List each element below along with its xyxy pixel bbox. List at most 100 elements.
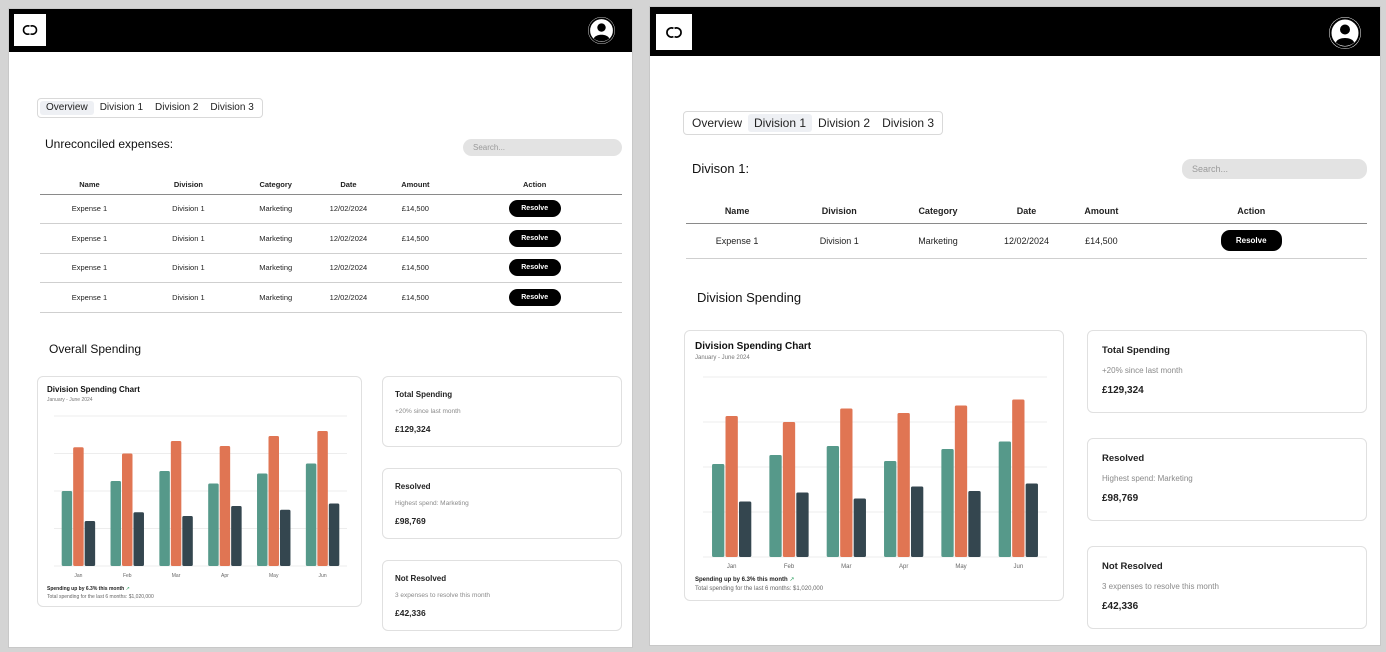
- cell-amount: £14,500: [383, 282, 448, 313]
- cell-amount: £14,500: [383, 253, 448, 283]
- division-tabs: Overview Division 1 Division 2 Division …: [683, 111, 944, 135]
- col-date-header: Date: [985, 199, 1068, 224]
- col-name-header: Name: [40, 175, 139, 195]
- chanel-logo-icon[interactable]: [14, 14, 46, 46]
- bar-may-series-2: [268, 436, 279, 566]
- x-tick-label: Mar: [841, 564, 851, 570]
- x-tick-label: Mar: [172, 573, 181, 579]
- tab-overview[interactable]: Overview: [692, 116, 743, 130]
- bar-may-series-3: [968, 491, 981, 557]
- col-category-header: Category: [890, 199, 986, 224]
- cell-date: 12/02/2024: [313, 253, 384, 283]
- col-name-header: Name: [686, 199, 789, 224]
- cell-division: Division 1: [138, 282, 238, 313]
- stat-subtitle: Highest spend: Marketing: [1102, 474, 1193, 483]
- not-resolved-card: Not Resolved 3 expenses to resolve this …: [382, 560, 622, 631]
- tab-overview[interactable]: Overview: [40, 101, 94, 115]
- col-action-header: Action: [447, 175, 622, 195]
- bar-mar-series-1: [159, 471, 170, 566]
- bar-feb-series-3: [796, 492, 809, 557]
- bar-mar-series-3: [853, 498, 866, 557]
- division-tabs: Overview Division 1 Division 2 Division …: [37, 98, 263, 118]
- tab-division-1[interactable]: Division 1: [99, 102, 144, 113]
- trending-up-icon: ↗: [789, 577, 795, 583]
- bar-feb-series-2: [122, 453, 133, 566]
- tab-division-2[interactable]: Division 2: [155, 102, 199, 113]
- cell-division: Division 1: [138, 253, 238, 283]
- resolved-card: Resolved Highest spend: Marketing £98,76…: [1087, 438, 1367, 521]
- expenses-table: Name Division Category Date Amount Actio…: [686, 199, 1367, 259]
- resolve-button[interactable]: Resolve: [508, 288, 561, 306]
- bar-jun-series-3: [1025, 483, 1038, 557]
- stat-title: Total Spending: [1102, 345, 1170, 356]
- table-row: Expense 1 Division 1 Marketing 12/02/202…: [40, 253, 622, 283]
- bar-may-series-1: [257, 473, 268, 566]
- user-avatar-icon[interactable]: [1329, 17, 1361, 49]
- cell-amount: £14,500: [383, 223, 448, 254]
- stat-value: £98,769: [395, 516, 426, 526]
- bar-jun-series-1: [305, 463, 317, 566]
- search-input[interactable]: [463, 139, 622, 156]
- bar-jan-series-3: [84, 521, 96, 566]
- tab-division-3[interactable]: Division 3: [882, 116, 935, 130]
- trend-text: Spending up by 6.3% this month: [695, 577, 788, 583]
- top-navbar: [9, 9, 632, 52]
- bar-jan-series-2: [73, 447, 84, 566]
- cell-name: Expense 1: [40, 253, 139, 283]
- bar-may-series-3: [279, 509, 291, 566]
- chart-footer-trend: Spending up by 6.3% this month ↗: [695, 576, 794, 583]
- cell-amount: £14,500: [383, 194, 448, 224]
- bar-jun-series-1: [998, 441, 1012, 557]
- cell-category: Marketing: [237, 223, 314, 254]
- stat-subtitle: 3 expenses to resolve this month: [1102, 582, 1219, 591]
- stat-value: £42,336: [1102, 601, 1139, 612]
- tab-division-3[interactable]: Division 3: [210, 102, 254, 113]
- tab-division-2[interactable]: Division 2: [818, 116, 871, 130]
- bar-feb-series-1: [769, 455, 782, 557]
- bar-apr-series-1: [208, 483, 219, 566]
- tab-division-1[interactable]: Division 1: [748, 114, 813, 132]
- x-tick-label: May: [269, 573, 279, 579]
- col-division-header: Division: [788, 199, 891, 224]
- division-spending-title: Division Spending: [697, 290, 802, 305]
- stat-subtitle: Highest spend: Marketing: [395, 500, 469, 507]
- bar-apr-series-2: [897, 413, 910, 557]
- bar-chart: Jan Feb Mar Apr May Jun: [703, 376, 1047, 570]
- cell-category: Marketing: [237, 253, 314, 283]
- resolve-button[interactable]: Resolve: [1220, 230, 1282, 251]
- chart-footer-total: Total spending for the last 6 months: $1…: [47, 594, 154, 600]
- cell-category: Marketing: [237, 282, 314, 313]
- cell-action: Resolve: [447, 194, 622, 224]
- overall-spending-title: Overall Spending: [49, 342, 142, 356]
- chanel-logo-icon[interactable]: [656, 14, 692, 50]
- stat-value: £98,769: [1102, 493, 1139, 504]
- resolved-card: Resolved Highest spend: Marketing £98,76…: [382, 468, 622, 539]
- resolve-button[interactable]: Resolve: [508, 259, 561, 277]
- bar-feb-series-3: [133, 512, 144, 566]
- expenses-table: Name Division Category Date Amount Actio…: [40, 175, 622, 313]
- x-tick-label: Jun: [319, 573, 327, 579]
- stat-title: Resolved: [1102, 453, 1145, 464]
- cell-action: Resolve: [447, 282, 622, 313]
- search-input[interactable]: [1182, 159, 1367, 179]
- table-row: Expense 1 Division 1 Marketing 12/02/202…: [686, 223, 1367, 259]
- division-1-screen: Overview Division 1 Division 2 Division …: [649, 6, 1381, 646]
- stat-title: Not Resolved: [1102, 561, 1163, 572]
- chart-subtitle: January - June 2024: [47, 397, 93, 403]
- bar-apr-series-3: [231, 506, 242, 566]
- cell-date: 12/02/2024: [313, 282, 384, 313]
- stat-value: £42,336: [395, 608, 426, 618]
- user-avatar-icon[interactable]: [588, 17, 615, 44]
- stat-subtitle: +20% since last month: [395, 408, 461, 415]
- resolve-button[interactable]: Resolve: [508, 229, 561, 247]
- bar-jun-series-3: [328, 503, 340, 566]
- chart-footer-trend: Spending up by 6.3% this month ↗: [47, 586, 130, 592]
- cell-name: Expense 1: [686, 223, 789, 259]
- x-tick-label: May: [955, 564, 966, 570]
- bar-apr-series-3: [910, 486, 924, 557]
- x-tick-label: Jun: [1013, 564, 1023, 570]
- resolve-button[interactable]: Resolve: [508, 200, 561, 218]
- bar-mar-series-1: [826, 446, 840, 557]
- trend-text: Spending up by 6.3% this month: [47, 586, 125, 592]
- chart-card: Division Spending Chart January - June 2…: [684, 330, 1064, 601]
